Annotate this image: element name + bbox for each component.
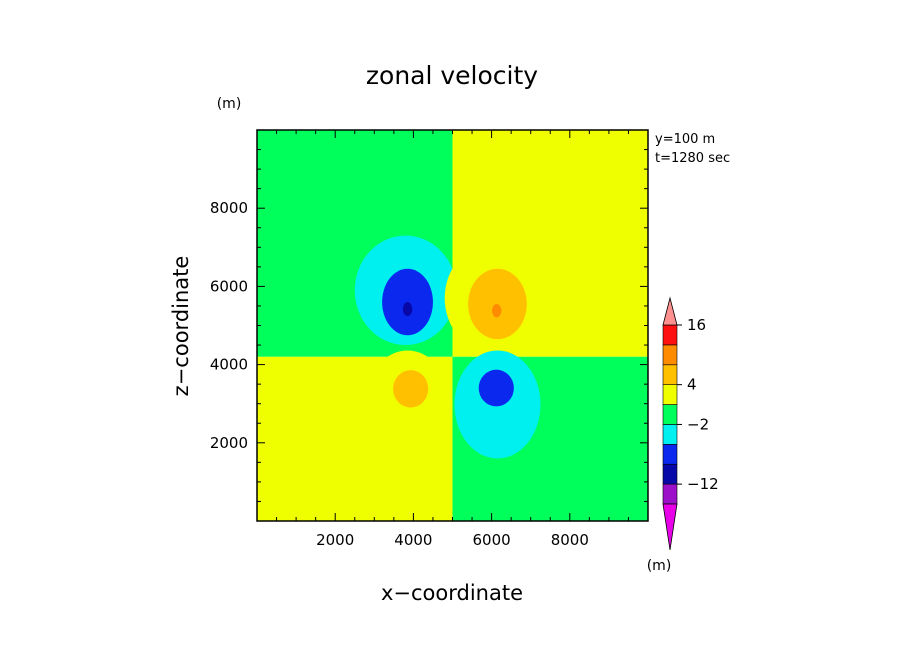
colorbar-max-extension xyxy=(662,296,678,326)
chart-title: zonal velocity xyxy=(366,61,538,90)
colorbar-band xyxy=(662,404,678,425)
y-unit-label: (m) xyxy=(217,96,242,112)
vortex-upper-right-level-1 xyxy=(468,268,527,340)
y-tick-label: 4000 xyxy=(210,356,248,374)
colorbar-band xyxy=(662,324,678,346)
colorbar-tick-label: −2 xyxy=(687,415,709,433)
y-tick-label: 8000 xyxy=(210,199,248,217)
y-tick-label: 2000 xyxy=(210,434,248,452)
colorbar-tick-label: 16 xyxy=(687,316,706,334)
vortex-upper-right-level-2 xyxy=(491,303,502,318)
vortex-lower-right-level-1 xyxy=(478,369,514,407)
velocity-field xyxy=(257,130,648,521)
y-tick-label: 6000 xyxy=(210,277,248,295)
colorbar-band xyxy=(662,384,678,405)
x-tick-label: 8000 xyxy=(551,531,589,549)
y-axis-label: z−coordinate xyxy=(169,256,193,397)
info-location: y=100 m xyxy=(655,132,715,147)
colorbar-band xyxy=(662,483,678,505)
info-time: t=1280 sec xyxy=(655,151,730,166)
colorbar-band xyxy=(662,424,678,445)
vortex-upper-left-level-1 xyxy=(382,268,433,336)
colorbar-tick-label: −12 xyxy=(687,475,719,493)
colorbar-band xyxy=(662,364,678,385)
x-axis-label: x−coordinate xyxy=(381,581,523,605)
axis-ticks: 2000 4000 6000 8000 2000 4000 6000 8000 xyxy=(210,130,648,549)
x-unit-label: (m) xyxy=(647,558,672,574)
colorbar-band xyxy=(662,444,678,465)
x-tick-label: 4000 xyxy=(394,531,432,549)
vortex-lower-left-level-1 xyxy=(393,370,429,408)
colorbar-band xyxy=(662,463,678,485)
x-tick-label: 6000 xyxy=(473,531,511,549)
vortex-upper-left-level-2 xyxy=(402,302,413,317)
colorbar-min-extension xyxy=(662,503,678,551)
x-tick-label: 2000 xyxy=(316,531,354,549)
colorbar: 16 4 −2 −12 xyxy=(662,296,719,551)
colorbar-tick-label: 4 xyxy=(687,376,697,394)
colorbar-band xyxy=(662,344,678,366)
